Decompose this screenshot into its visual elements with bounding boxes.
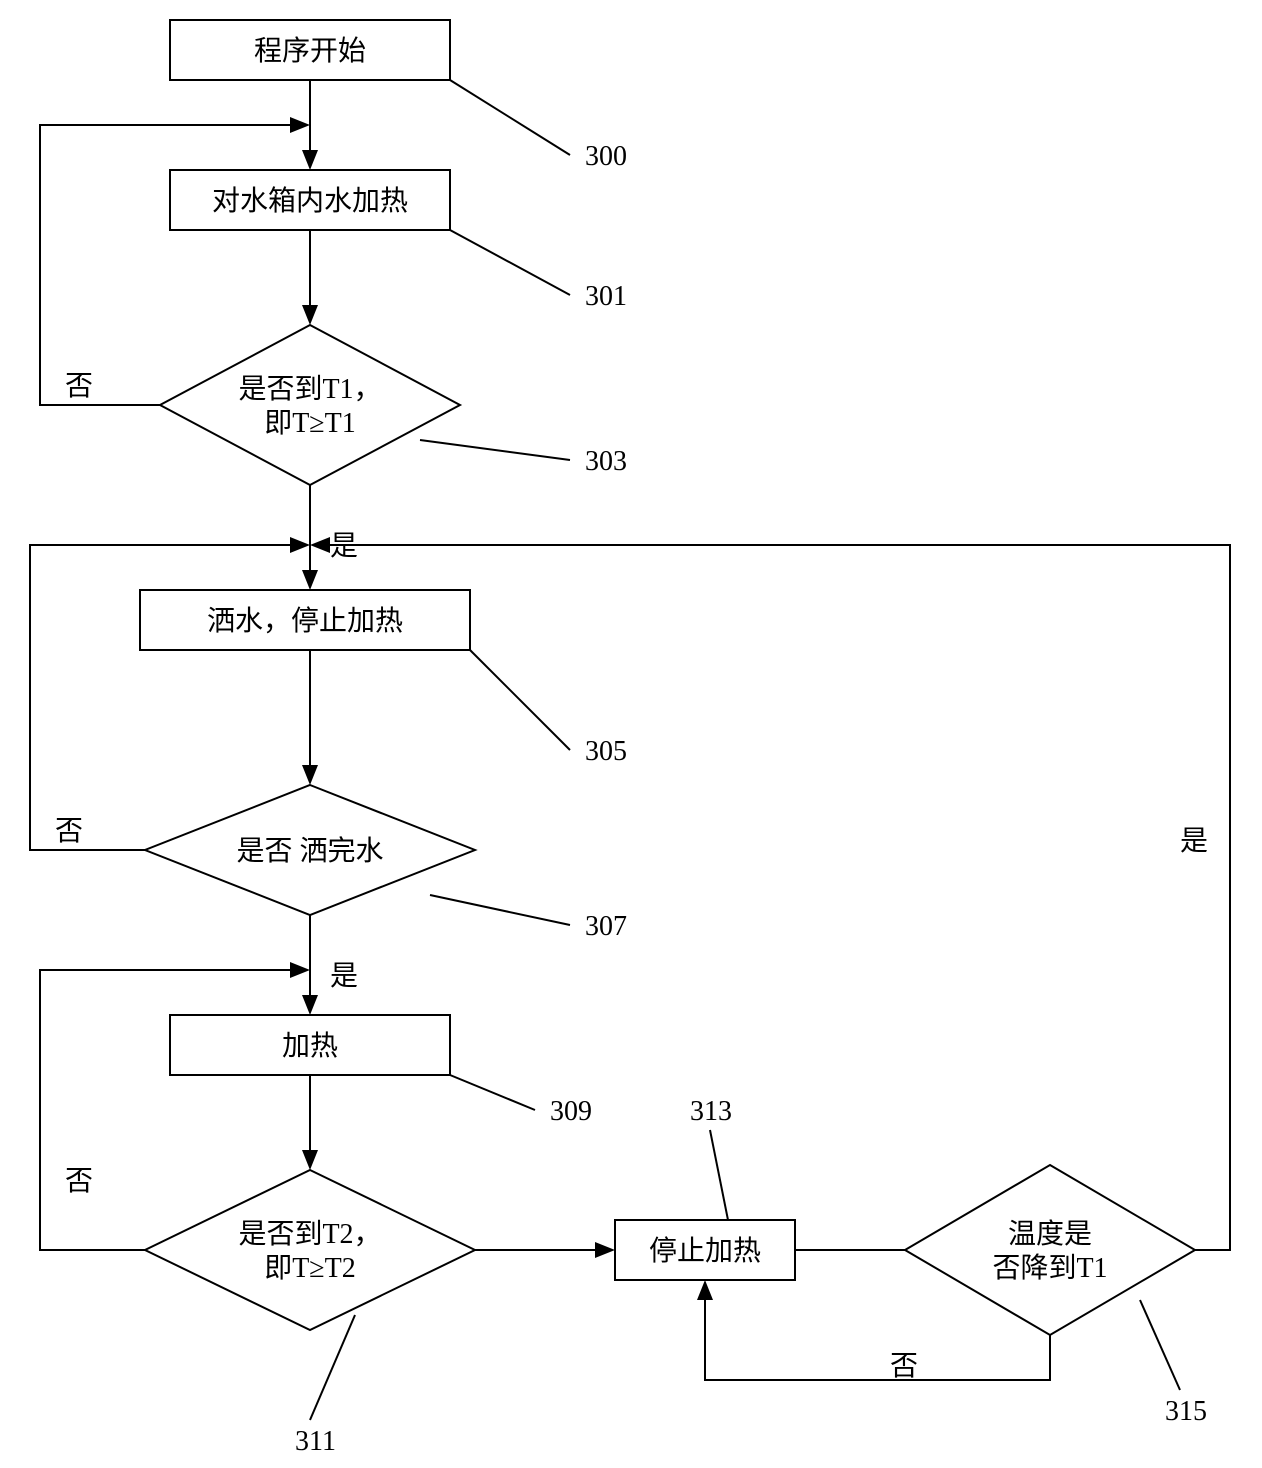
node-check-cool-t1 xyxy=(905,1165,1195,1335)
ref-303: 303 xyxy=(585,446,627,477)
node-heat-tank-label: 对水箱内水加热 xyxy=(212,185,408,217)
node-check-t1-l1: 是否到T1， xyxy=(238,374,381,405)
node-start-label: 程序开始 xyxy=(254,35,366,67)
node-check-t1-l2: 即T≥T1 xyxy=(264,408,356,439)
edge-311-no: 否 xyxy=(65,1166,93,1197)
node-check-t2-l2: 即T≥T2 xyxy=(264,1253,356,1284)
ref-line-313 xyxy=(710,1130,728,1220)
edge-315-yes: 是 xyxy=(1180,826,1208,857)
ref-305: 305 xyxy=(585,736,627,767)
ref-315: 315 xyxy=(1165,1396,1207,1427)
edge-303-no: 否 xyxy=(65,371,93,402)
ref-313: 313 xyxy=(690,1096,732,1127)
ref-307: 307 xyxy=(585,911,627,942)
ref-309: 309 xyxy=(550,1096,592,1127)
node-check-t2 xyxy=(145,1170,475,1330)
ref-line-300 xyxy=(450,80,570,155)
node-stop-heat-label: 停止加热 xyxy=(649,1235,761,1267)
edge-303-yes: 是 xyxy=(330,531,358,562)
ref-line-301 xyxy=(450,230,570,295)
ref-line-315 xyxy=(1140,1300,1180,1390)
ref-line-309 xyxy=(450,1075,535,1110)
edge-315-no: 否 xyxy=(890,1351,918,1382)
node-check-t2-l1: 是否到T2， xyxy=(238,1219,381,1250)
flowchart-canvas: 程序开始 300 对水箱内水加热 301 是否到T1， 即T≥T1 303 否 … xyxy=(0,0,1262,1468)
node-check-cool-t1-l2: 否降到T1 xyxy=(992,1252,1107,1284)
node-check-spray-done-label: 是否 洒完水 xyxy=(236,835,383,867)
ref-line-311 xyxy=(310,1315,355,1420)
ref-311: 311 xyxy=(295,1426,336,1457)
edge-307-no: 否 xyxy=(55,816,83,847)
ref-301: 301 xyxy=(585,281,627,312)
node-check-t1 xyxy=(160,325,460,485)
node-check-cool-t1-l1: 温度是 xyxy=(1008,1218,1092,1250)
ref-line-307 xyxy=(430,895,570,925)
ref-300: 300 xyxy=(585,141,627,172)
edge-307-yes: 是 xyxy=(330,961,358,992)
ref-line-305 xyxy=(470,650,570,750)
node-spray-stop-label: 洒水，停止加热 xyxy=(207,605,403,637)
ref-line-303 xyxy=(420,440,570,460)
node-heat-label: 加热 xyxy=(282,1030,338,1062)
